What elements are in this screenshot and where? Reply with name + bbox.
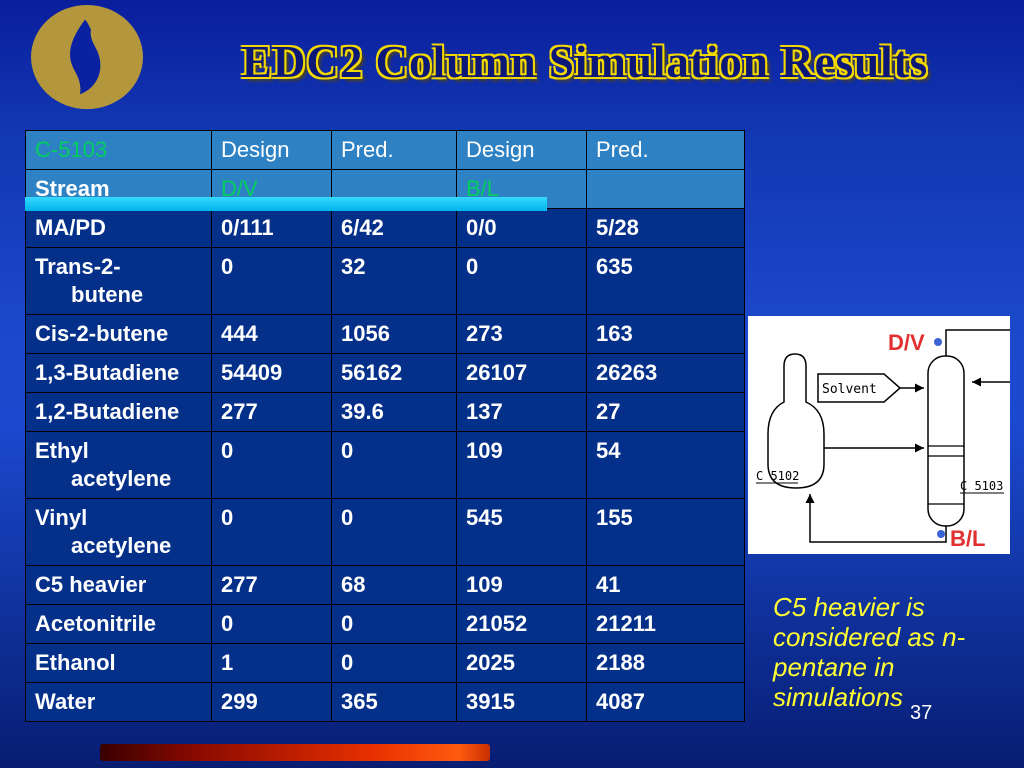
solvent-callout	[817, 373, 902, 403]
value-cell: 26263	[586, 353, 745, 393]
value-cell: 299	[211, 682, 332, 722]
left-vessel	[767, 353, 825, 489]
value-cell: 109	[456, 565, 587, 605]
value-cell: 277	[211, 565, 332, 605]
row-label-cell: Ethanol	[25, 643, 212, 683]
value-cell: 27	[586, 392, 745, 432]
value-cell: 2188	[586, 643, 745, 683]
table-row: Ethyl acetylene 0 0 109 54	[25, 431, 745, 499]
table-row: MA/PD 0/111 6/42 0/0 5/28	[25, 208, 745, 248]
table-row: Trans-2- butene 0 32 0 635	[25, 247, 745, 315]
value-cell: 635	[586, 247, 745, 315]
row-label-cell: 1,3-Butadiene	[25, 353, 212, 393]
value-cell: 0	[211, 247, 332, 315]
row-label-cell: C5 heavier	[25, 565, 212, 605]
header-cell	[586, 169, 745, 209]
process-diagram-graphic: Solvent C 5102 C 5103 D/V B/L	[756, 329, 1010, 551]
row-label-cell: MA/PD	[25, 208, 212, 248]
value-cell: 155	[586, 498, 745, 566]
value-cell: 137	[456, 392, 587, 432]
value-cell: 54	[586, 431, 745, 499]
value-cell: 54409	[211, 353, 332, 393]
table-row: Acetonitrile 0 0 21052 21211	[25, 604, 745, 644]
value-cell: 273	[456, 314, 587, 354]
header-cell: Design	[211, 130, 332, 170]
note-text: C5 heavier is considered as n-pentane in…	[773, 592, 966, 712]
logo-flame-icon	[70, 19, 101, 95]
row-label-cell: 1,2-Butadiene	[25, 392, 212, 432]
header-cell: Design	[456, 130, 587, 170]
value-cell: 444	[211, 314, 332, 354]
table-row: 1,3-Butadiene 54409 56162 26107 26263	[25, 353, 745, 393]
bl-stream-line	[805, 494, 947, 543]
simulation-table: C-5103 Design Pred. Design Pred. Stream D/V B/L…	[25, 130, 745, 722]
value-cell: 2025	[456, 643, 587, 683]
bl-label: B/L	[950, 526, 985, 551]
value-cell: 3915	[456, 682, 587, 722]
value-cell: 109	[456, 431, 587, 499]
value-cell: 0	[331, 431, 457, 499]
process-diagram: Solvent C 5102 C 5103 D/V B/L	[748, 316, 1010, 554]
value-cell: 1056	[331, 314, 457, 354]
value-cell: 21211	[586, 604, 745, 644]
reliance-logo	[28, 2, 146, 114]
value-cell: 163	[586, 314, 745, 354]
table-row: Cis-2-butene 444 1056 273 163	[25, 314, 745, 354]
left-column-label: C 5102	[756, 469, 799, 483]
value-cell: 365	[331, 682, 457, 722]
dv-stream-line	[945, 329, 1010, 356]
value-cell: 5/28	[586, 208, 745, 248]
value-cell: 32	[331, 247, 457, 315]
row-label-cell: Vinyl acetylene	[25, 498, 212, 566]
row-label-cell: Acetonitrile	[25, 604, 212, 644]
value-cell: 545	[456, 498, 587, 566]
red-accent-bar	[100, 744, 490, 761]
table-row: C5 heavier 277 68 109 41	[25, 565, 745, 605]
value-cell: 0	[211, 498, 332, 566]
value-cell: 0/111	[211, 208, 332, 248]
table-row: Vinyl acetylene 0 0 545 155	[25, 498, 745, 566]
table-row: C-5103 Design Pred. Design Pred.	[25, 130, 745, 170]
value-cell: 277	[211, 392, 332, 432]
right-column	[927, 355, 965, 527]
row-label-cell: Cis-2-butene	[25, 314, 212, 354]
value-cell: 0	[456, 247, 587, 315]
bl-dot	[937, 530, 945, 538]
cyan-accent-bar	[25, 197, 547, 211]
page-title: EDC2 Column Simulation Results	[241, 37, 929, 87]
value-cell: 4087	[586, 682, 745, 722]
row-label-cell: Ethyl acetylene	[25, 431, 212, 499]
header-cell: Pred.	[586, 130, 745, 170]
page-number: 37	[910, 702, 933, 724]
value-cell: 39.6	[331, 392, 457, 432]
header-cell: Pred.	[331, 130, 457, 170]
value-cell: 0/0	[456, 208, 587, 248]
row-label-cell: Water	[25, 682, 212, 722]
value-cell: 56162	[331, 353, 457, 393]
table-row: 1,2-Butadiene 277 39.6 137 27	[25, 392, 745, 432]
value-cell: 21052	[456, 604, 587, 644]
value-cell: 26107	[456, 353, 587, 393]
value-cell: 0	[211, 604, 332, 644]
header-cell: C-5103	[25, 130, 212, 170]
table-row: Water 299 365 3915 4087	[25, 682, 745, 722]
value-cell: 6/42	[331, 208, 457, 248]
right-column-label: C 5103	[960, 479, 1003, 493]
value-cell: 0	[331, 604, 457, 644]
value-cell: 41	[586, 565, 745, 605]
value-cell: 0	[211, 431, 332, 499]
dv-label: D/V	[888, 330, 925, 355]
value-cell: 0	[331, 643, 457, 683]
dv-dot	[934, 338, 942, 346]
table-row: Ethanol 1 0 2025 2188	[25, 643, 745, 683]
solvent-label: Solvent	[822, 382, 877, 397]
row-label-cell: Trans-2- butene	[25, 247, 212, 315]
reliance-logo-graphic	[31, 4, 143, 110]
value-cell: 0	[331, 498, 457, 566]
value-cell: 68	[331, 565, 457, 605]
value-cell: 1	[211, 643, 332, 683]
